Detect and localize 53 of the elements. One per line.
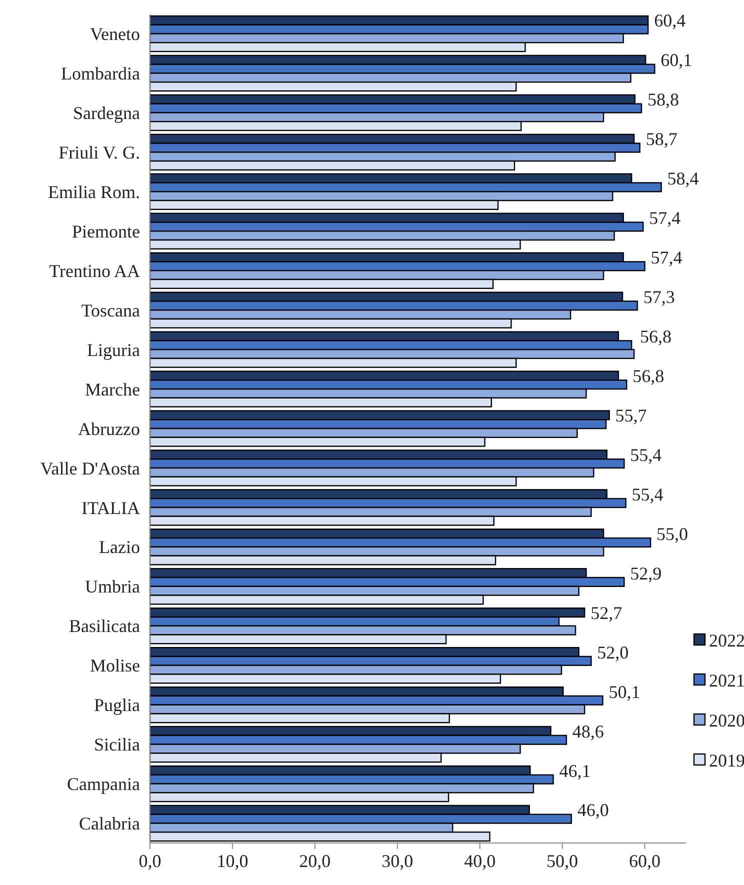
data-label: 46,1	[559, 760, 591, 781]
y-tick-label: Calabria	[79, 814, 140, 834]
x-tick-label: 50,0	[546, 851, 578, 871]
data-label: 58,4	[667, 168, 699, 189]
x-tick-label: 40,0	[464, 851, 496, 871]
y-tick-label: Toscana	[81, 300, 140, 320]
x-tick-label: 30,0	[382, 851, 414, 871]
data-label: 55,0	[656, 524, 688, 544]
y-tick-label: Campania	[67, 774, 140, 794]
y-tick-label: Trentino AA	[49, 260, 140, 281]
y-tick-label: Emilia Rom.	[48, 182, 140, 202]
y-tick-label: Friuli V. G.	[58, 142, 140, 162]
data-label: 52,9	[630, 563, 662, 584]
data-label: 58,7	[646, 129, 678, 150]
y-tick-label: Marche	[85, 379, 140, 400]
y-tick-label: Lazio	[99, 537, 140, 558]
data-label: 56,8	[640, 326, 672, 347]
y-tick-label: Molise	[90, 656, 140, 676]
y-tick-label: Sardegna	[73, 102, 140, 123]
legend-label: 2020	[709, 710, 744, 730]
legend-label: 2022	[709, 630, 744, 650]
y-tick-label: Lombardia	[61, 64, 140, 84]
y-tick-label: ITALIA	[81, 498, 140, 518]
data-label: 56,8	[632, 366, 664, 386]
data-label: 57,4	[649, 208, 681, 228]
data-label: 55,4	[632, 484, 664, 504]
y-tick-label: Piemonte	[72, 221, 140, 242]
data-label: 55,7	[615, 405, 647, 426]
data-label: 52,0	[597, 642, 629, 662]
x-tick-label: 20,0	[299, 851, 331, 871]
data-label: 57,3	[643, 287, 675, 308]
legend-label: 2021	[709, 670, 744, 690]
y-tick-label: Umbria	[85, 576, 140, 597]
y-tick-label: Sicilia	[94, 734, 140, 755]
y-tick-label: Valle D'Aosta	[40, 458, 140, 478]
y-tick-label: Abruzzo	[78, 418, 140, 439]
y-tick-label: Puglia	[94, 695, 140, 716]
data-label: 50,1	[608, 682, 640, 702]
x-tick-label: 60,0	[629, 851, 661, 871]
data-label: 55,4	[630, 444, 662, 465]
legend-label: 2019	[709, 750, 744, 770]
y-tick-label: Liguria	[87, 340, 140, 360]
x-tick-label: 0,0	[138, 851, 162, 871]
data-label: 46,0	[577, 800, 609, 820]
data-label: 60,1	[660, 50, 692, 70]
data-label: 60,4	[654, 10, 686, 31]
data-label: 57,4	[650, 248, 682, 268]
data-label: 48,6	[572, 721, 604, 742]
x-tick-label: 10,0	[216, 851, 248, 871]
data-label: 52,7	[590, 602, 622, 623]
y-tick-label: Basilicata	[69, 616, 140, 636]
data-label: 58,8	[647, 90, 679, 110]
y-tick-label: Veneto	[90, 24, 140, 44]
